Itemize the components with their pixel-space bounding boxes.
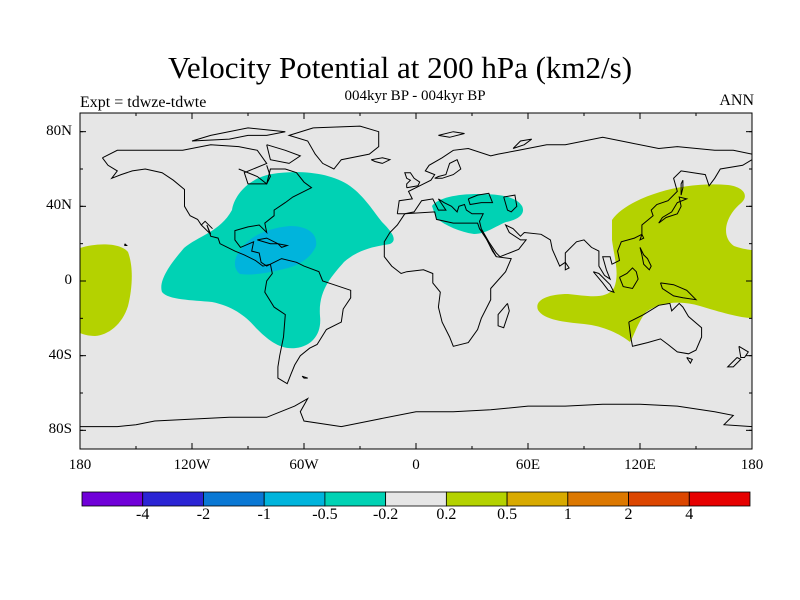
coastline xyxy=(301,375,308,379)
coastline xyxy=(564,262,570,271)
lat-tick-label: 80S xyxy=(48,421,72,438)
chart-title: Velocity Potential at 200 hPa (km2/s) xyxy=(167,50,633,85)
coastline xyxy=(680,179,684,196)
colorbar-swatch xyxy=(628,491,690,507)
colorbar-swatch xyxy=(203,491,265,507)
coastline xyxy=(503,194,518,213)
colorbar-swatch xyxy=(81,491,144,507)
colorbar-label: 2 xyxy=(624,506,633,523)
coastline xyxy=(497,303,510,329)
positive-region-central-pacific xyxy=(80,244,132,336)
lon-tick-label: 120W xyxy=(173,457,211,473)
colorbar-swatch xyxy=(385,491,447,507)
lon-tick-label: 60E xyxy=(515,457,541,473)
coastline xyxy=(191,127,286,142)
coastline xyxy=(658,196,689,224)
season-label: ANN xyxy=(719,92,754,109)
coastline xyxy=(512,138,533,149)
coastline xyxy=(370,157,392,164)
coastline xyxy=(592,271,615,294)
coastline xyxy=(438,131,465,138)
lon-tick-label: 60W xyxy=(289,457,319,473)
colorbar-swatch xyxy=(506,491,569,507)
coastline xyxy=(404,172,421,189)
coastline xyxy=(619,267,639,290)
positive-region-west-pacific xyxy=(537,184,752,342)
lon-tick-label: 180 xyxy=(740,457,764,473)
lon-tick-label: 120E xyxy=(624,457,656,473)
colorbar-swatch xyxy=(263,491,326,507)
colorbar-label: 1 xyxy=(563,506,572,523)
colorbar-label: -1 xyxy=(257,506,271,523)
coastline xyxy=(639,247,652,271)
axis-ticks xyxy=(79,113,753,449)
colorbar-label: -2 xyxy=(196,506,211,523)
coastlines xyxy=(80,125,752,428)
coastline xyxy=(738,345,750,358)
coastline xyxy=(277,243,290,248)
coastline xyxy=(101,144,313,267)
colorbar-label: -4 xyxy=(136,506,150,523)
colorbar-label: 4 xyxy=(685,506,694,523)
colorbar-label: -0.2 xyxy=(372,506,399,523)
coastline xyxy=(80,397,752,428)
lat-tick-label: 0 xyxy=(64,272,73,288)
chart-subtitle: 004kyr BP - 004kyr BP xyxy=(344,88,486,104)
lon-tick-label: 0 xyxy=(412,457,420,473)
coastline xyxy=(726,357,742,368)
coastline xyxy=(479,228,497,257)
coastline xyxy=(383,211,512,347)
lat-tick-label: 40N xyxy=(46,197,72,214)
lat-tick-label: 40S xyxy=(48,346,72,363)
colorbar-swatch xyxy=(567,491,629,507)
coastline xyxy=(238,165,271,185)
colorbar-swatch xyxy=(688,491,751,507)
colorbar-swatch xyxy=(142,491,204,507)
coastline xyxy=(287,125,380,170)
coastline xyxy=(660,282,698,301)
lon-tick-label: 180 xyxy=(68,457,92,473)
coastline xyxy=(200,220,213,230)
experiment-label: Expt = tdwze-tdwte xyxy=(80,94,207,111)
colorbar xyxy=(81,491,751,507)
coastline xyxy=(434,159,462,179)
coastline xyxy=(264,258,352,385)
coastline xyxy=(266,144,302,164)
colorbar-swatch xyxy=(324,491,387,507)
coastline xyxy=(396,136,752,281)
colorbar-swatch xyxy=(445,491,508,507)
coastline xyxy=(124,243,128,246)
coastline xyxy=(639,234,645,241)
coastline xyxy=(467,192,494,206)
lat-tick-label: 80N xyxy=(46,122,72,139)
coastline xyxy=(628,302,703,355)
colorbar-label: -0.5 xyxy=(312,506,338,523)
colorbar-label: 0.2 xyxy=(436,506,457,523)
contour-fills xyxy=(80,172,752,349)
coastline xyxy=(686,357,694,365)
colorbar-label: 0.5 xyxy=(497,506,518,523)
